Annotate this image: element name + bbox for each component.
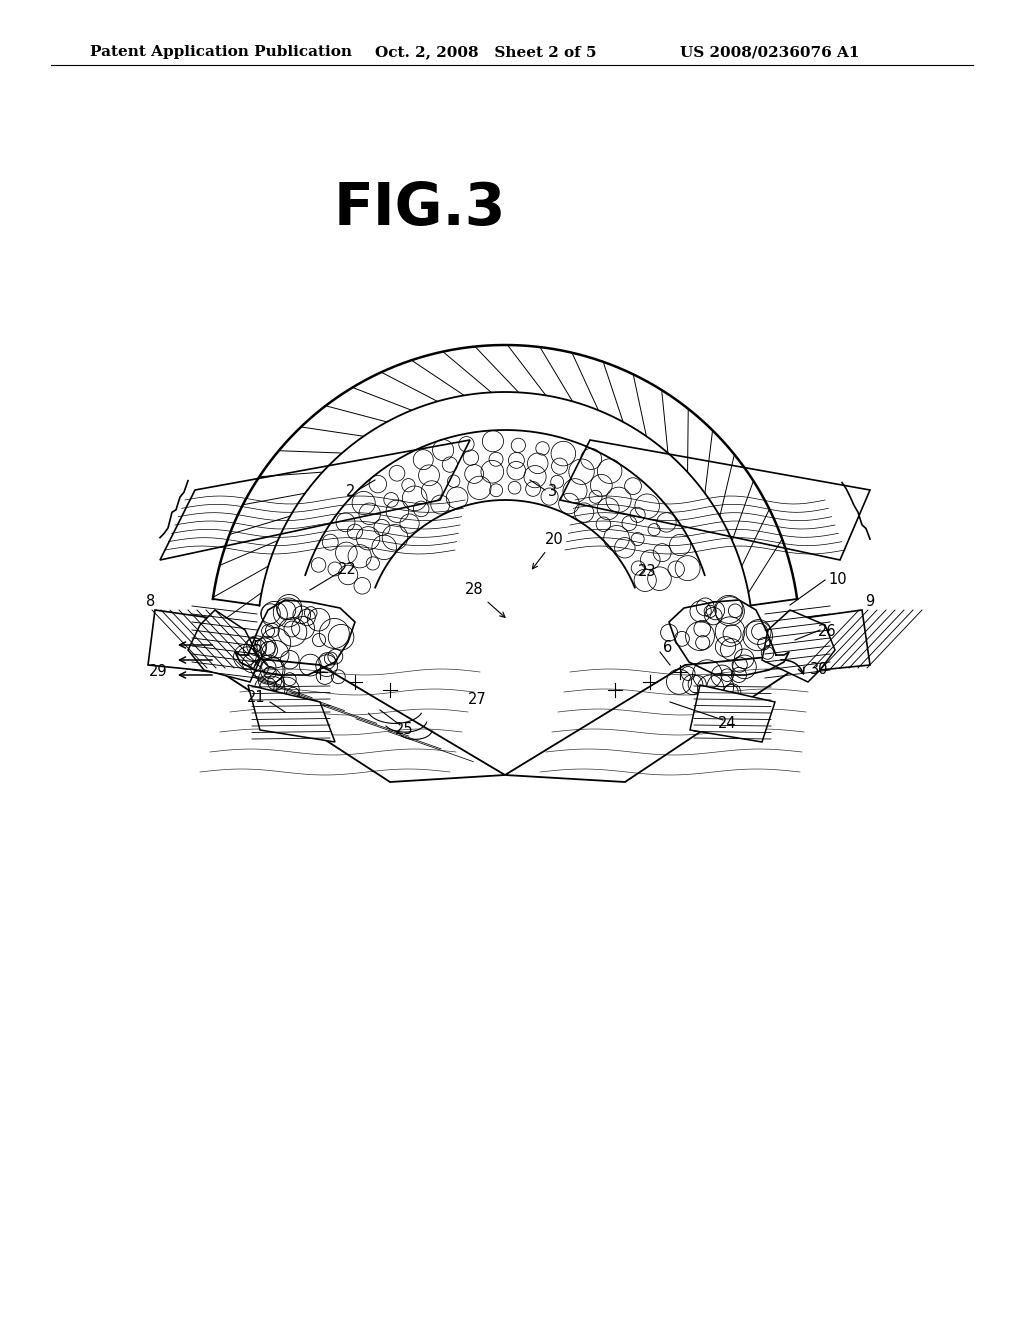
Polygon shape bbox=[560, 440, 870, 560]
Polygon shape bbox=[148, 610, 225, 672]
Text: Patent Application Publication: Patent Application Publication bbox=[90, 45, 352, 59]
Text: 27: 27 bbox=[468, 693, 486, 708]
Text: FIG.3: FIG.3 bbox=[334, 180, 506, 238]
Text: 29: 29 bbox=[150, 664, 168, 680]
Text: 2: 2 bbox=[346, 484, 355, 499]
Text: 8: 8 bbox=[145, 594, 155, 610]
Text: 20: 20 bbox=[532, 532, 564, 569]
Polygon shape bbox=[188, 610, 260, 682]
Polygon shape bbox=[762, 610, 835, 682]
Text: 28: 28 bbox=[465, 582, 505, 618]
Polygon shape bbox=[690, 685, 775, 742]
Text: 5: 5 bbox=[253, 640, 262, 656]
Text: 3: 3 bbox=[548, 484, 557, 499]
Text: 6: 6 bbox=[663, 640, 672, 656]
Text: 30: 30 bbox=[810, 663, 828, 677]
Text: 21: 21 bbox=[247, 690, 265, 705]
Text: 22: 22 bbox=[338, 562, 356, 578]
Text: Oct. 2, 2008   Sheet 2 of 5: Oct. 2, 2008 Sheet 2 of 5 bbox=[375, 45, 597, 59]
Text: 24: 24 bbox=[718, 717, 736, 731]
Text: 23: 23 bbox=[638, 565, 656, 579]
Text: 26: 26 bbox=[818, 624, 837, 639]
Polygon shape bbox=[790, 610, 870, 672]
Text: 9: 9 bbox=[865, 594, 874, 610]
Polygon shape bbox=[190, 652, 505, 781]
Text: 10: 10 bbox=[828, 573, 847, 587]
Text: US 2008/0236076 A1: US 2008/0236076 A1 bbox=[680, 45, 859, 59]
Polygon shape bbox=[505, 652, 820, 781]
Text: 25: 25 bbox=[395, 722, 414, 738]
Polygon shape bbox=[248, 685, 335, 742]
Polygon shape bbox=[160, 440, 470, 560]
